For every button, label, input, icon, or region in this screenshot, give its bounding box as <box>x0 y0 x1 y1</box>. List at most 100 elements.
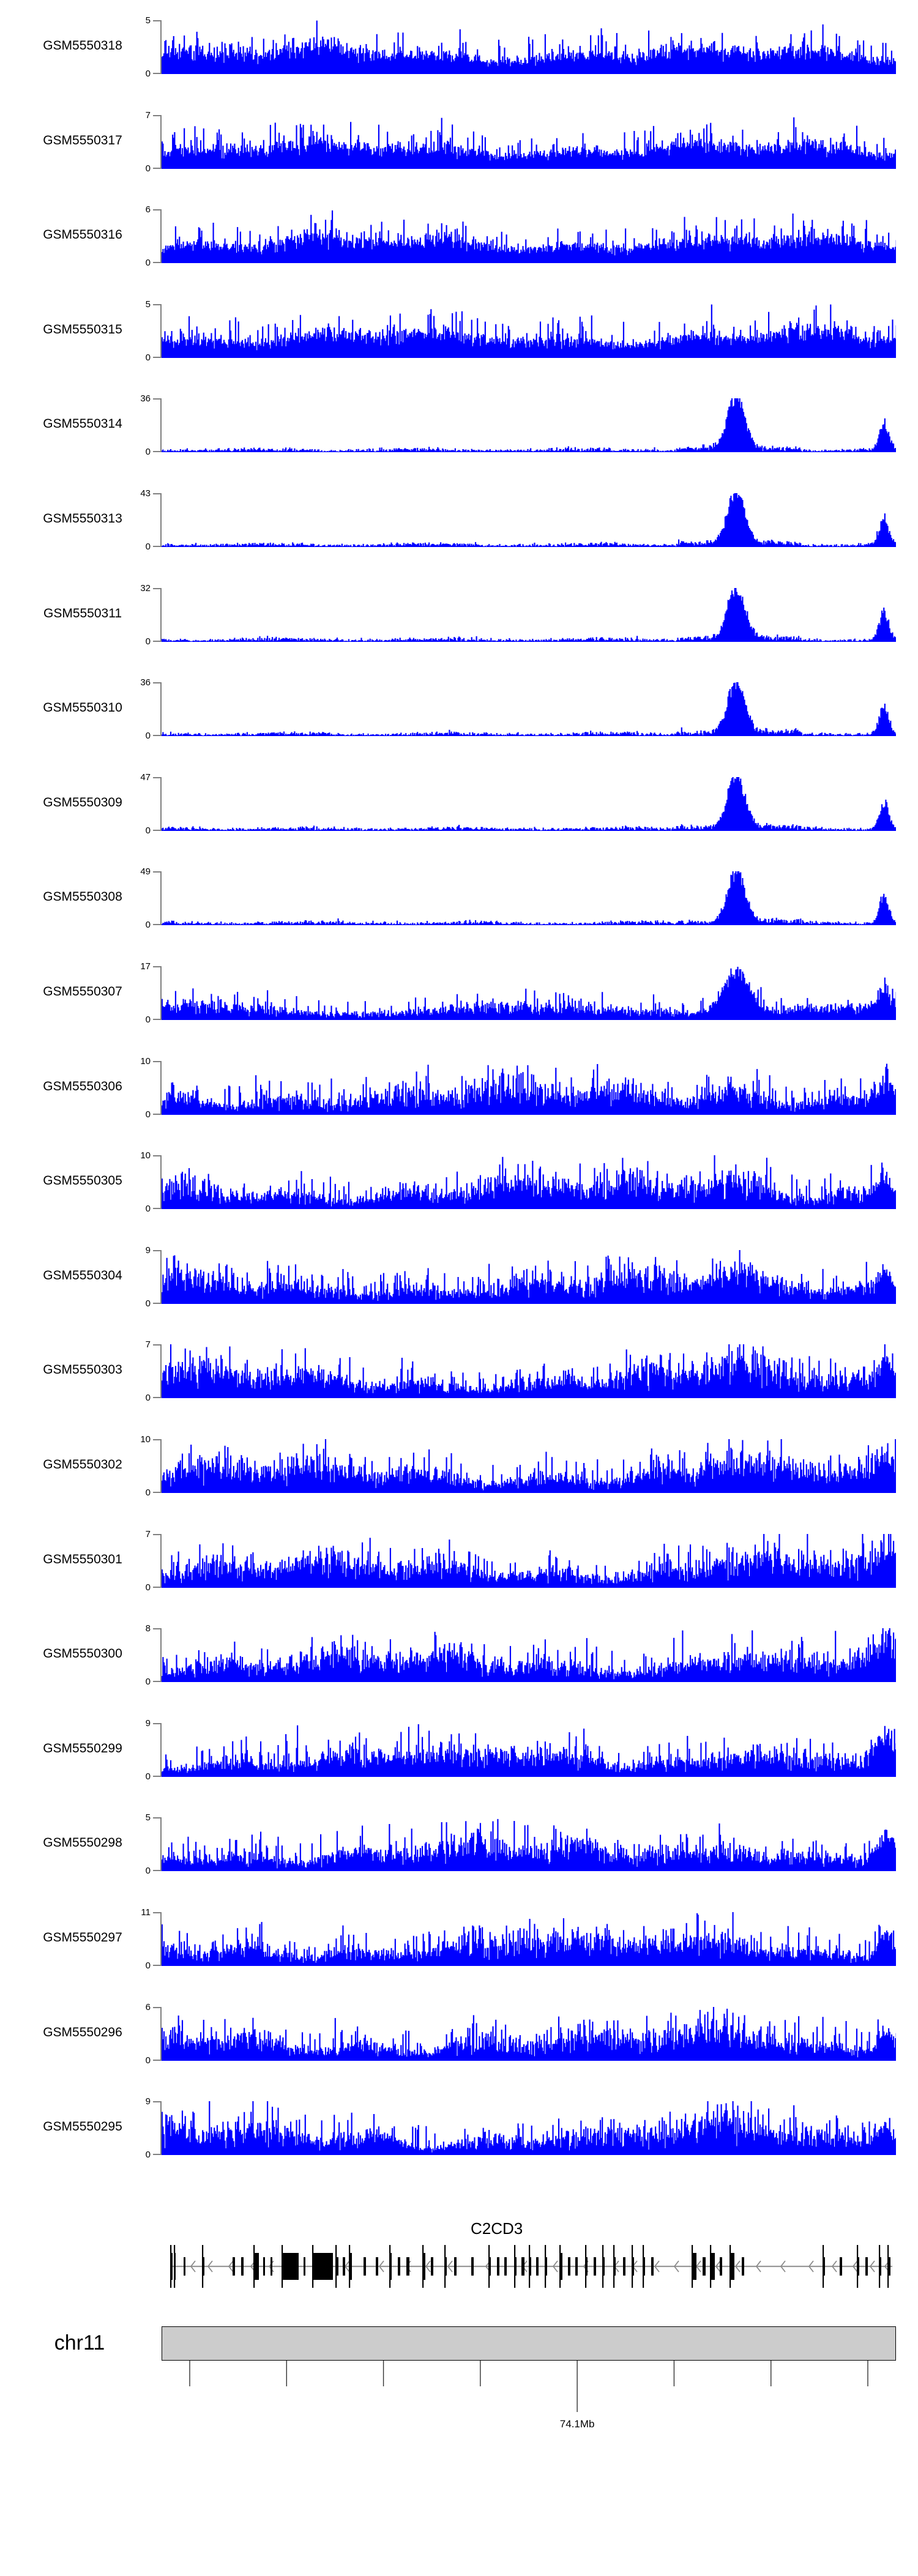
y-axis-max-label: 5 <box>145 15 151 26</box>
y-axis-min-label: 0 <box>145 636 151 647</box>
y-axis-max-label: 47 <box>140 772 151 783</box>
chromosome-ideogram-bar[interactable] <box>162 2326 896 2361</box>
y-axis-max-label: 7 <box>145 1339 151 1350</box>
gene-exon <box>233 2257 235 2276</box>
coverage-plot-area[interactable] <box>162 2101 896 2156</box>
coverage-plot-area[interactable] <box>162 966 896 1020</box>
y-axis-min-label: 0 <box>145 1204 151 1215</box>
y-axis-max-label: 5 <box>145 1812 151 1823</box>
coverage-plot-area[interactable] <box>162 20 896 74</box>
coverage-plot-area[interactable] <box>162 1628 896 1683</box>
y-axis-min-label: 0 <box>145 69 151 79</box>
y-axis-line <box>160 1912 162 1966</box>
coverage-plot-area[interactable] <box>162 493 896 547</box>
coverage-plot-area[interactable] <box>162 1723 896 1777</box>
y-axis-min-label: 0 <box>145 1298 151 1309</box>
coverage-plot-area[interactable] <box>162 2006 896 2061</box>
coverage-track: GSM5550318 5 0 <box>0 16 918 78</box>
coverage-track: GSM5550304 9 0 <box>0 1246 918 1308</box>
coverage-plot-area[interactable] <box>162 1817 896 1872</box>
y-axis-tick-min <box>153 1775 162 1777</box>
gene-exon <box>575 2257 578 2276</box>
gene-exon <box>271 2257 272 2276</box>
coverage-plot-area[interactable] <box>162 1533 896 1588</box>
y-axis-min-label: 0 <box>145 352 151 363</box>
gene-exon <box>398 2257 400 2276</box>
y-axis-line <box>160 1628 162 1683</box>
strand-arrow-left-icon <box>755 2260 761 2273</box>
y-axis-tick-min <box>153 1870 162 1872</box>
coverage-plot-area[interactable] <box>162 682 896 737</box>
gene-exon <box>710 2252 715 2280</box>
coverage-plot-area[interactable] <box>162 209 896 264</box>
y-axis-labels: 17 0 <box>110 962 151 1024</box>
coverage-area <box>162 587 896 642</box>
gene-exon <box>422 2252 425 2280</box>
y-axis-tick-min <box>153 356 162 358</box>
y-axis-line <box>160 871 162 926</box>
y-axis-tick-max <box>153 1249 162 1251</box>
coverage-plot-area[interactable] <box>162 587 896 642</box>
y-axis-tick-max <box>153 1060 162 1062</box>
coverage-plot-area[interactable] <box>162 1155 896 1210</box>
coverage-area <box>162 493 896 547</box>
coverage-area <box>162 117 896 169</box>
gene-exon <box>887 2257 890 2276</box>
coverage-plot-area[interactable] <box>162 1344 896 1399</box>
y-axis-tick-min <box>153 1302 162 1304</box>
strand-arrow-left-icon <box>831 2260 837 2273</box>
coverage-plot-area[interactable] <box>162 304 896 358</box>
track-sample-label: GSM5550311 <box>43 606 122 620</box>
gene-exon <box>623 2257 625 2276</box>
coverage-track: GSM5550310 36 0 <box>0 678 918 740</box>
strand-arrow-left-icon <box>378 2260 384 2273</box>
y-axis-tick-max <box>153 1817 162 1819</box>
transcript-boundary-mark <box>559 2244 561 2288</box>
y-axis-max-label: 8 <box>145 1623 151 1634</box>
y-axis-max-label: 32 <box>140 583 151 594</box>
track-sample-label: GSM5550316 <box>43 228 122 242</box>
strand-arrow-left-icon <box>869 2260 875 2273</box>
track-sample-label: GSM5550299 <box>43 1741 122 1755</box>
y-axis-tick-max <box>153 1439 162 1440</box>
gene-exon <box>304 2257 305 2276</box>
coverage-area <box>162 1155 896 1210</box>
gene-exon <box>521 2257 524 2276</box>
y-axis-tick-max <box>153 114 162 116</box>
coverage-plot-area[interactable] <box>162 1439 896 1493</box>
gene-model[interactable] <box>162 2244 896 2288</box>
coordinate-position-label: 74.1Mb <box>559 2418 595 2430</box>
y-axis-max-label: 10 <box>140 1055 151 1067</box>
y-axis-tick-max <box>153 682 162 684</box>
coverage-track: GSM5550298 5 0 <box>0 1813 918 1875</box>
y-axis-line <box>160 2101 162 2156</box>
coverage-plot-area[interactable] <box>162 115 896 169</box>
gene-exon <box>865 2257 868 2276</box>
track-sample-label: GSM5550297 <box>43 1930 122 1945</box>
transcript-boundary-mark <box>253 2244 255 2288</box>
y-axis-max-label: 43 <box>140 488 151 499</box>
coverage-plot-area[interactable] <box>162 1061 896 1115</box>
y-axis-min-label: 0 <box>145 1677 151 1688</box>
coverage-track: GSM5550308 49 0 <box>0 867 918 929</box>
track-sample-label: GSM5550308 <box>43 890 122 904</box>
coverage-plot-area[interactable] <box>162 871 896 926</box>
coverage-plot-area[interactable] <box>162 776 896 831</box>
gene-exon <box>559 2252 562 2280</box>
track-sample-label: GSM5550296 <box>43 2025 122 2039</box>
coverage-plot-area[interactable] <box>162 398 896 453</box>
y-axis-min-label: 0 <box>145 447 151 458</box>
y-axis-max-label: 9 <box>145 2096 151 2107</box>
y-axis-tick-min <box>153 546 162 547</box>
y-axis-min-label: 0 <box>145 163 151 174</box>
gene-exon <box>312 2252 333 2280</box>
gene-exon <box>343 2257 345 2276</box>
coverage-plot-area[interactable] <box>162 1912 896 1966</box>
y-axis-max-label: 11 <box>141 1907 151 1918</box>
coverage-plot-area[interactable] <box>162 1249 896 1304</box>
y-axis-tick-max <box>153 871 162 873</box>
